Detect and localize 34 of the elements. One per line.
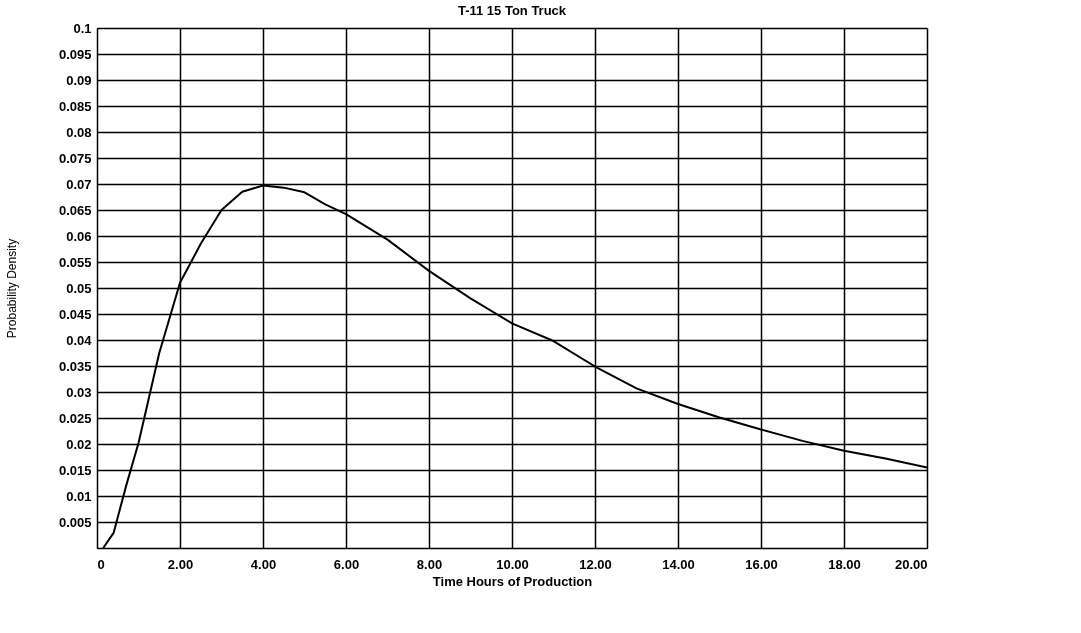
x-tick-label: 6.00 (333, 556, 360, 572)
y-tick-label: 0.005 (58, 514, 92, 530)
y-tick-label: 0.065 (58, 202, 92, 218)
y-tick-label: 0.055 (58, 254, 92, 270)
x-tick-label: 10.00 (496, 556, 529, 572)
y-tick-label: 0.035 (58, 358, 92, 374)
y-tick-label: 0.05 (66, 280, 92, 296)
y-tick-label: 0.095 (58, 46, 92, 62)
x-tick-label: 18.00 (828, 556, 861, 572)
x-tick-label: 12.00 (579, 556, 612, 572)
y-tick-label: 0.075 (58, 150, 92, 166)
y-tick-label: 0.09 (66, 72, 92, 88)
x-axis-title: Time Hours of Production (432, 573, 593, 589)
y-tick-label: 0.025 (58, 410, 92, 426)
x-tick-label: 16.00 (745, 556, 778, 572)
y-tick-label: 0.03 (66, 384, 92, 400)
x-tick-label: 0 (97, 556, 105, 572)
y-tick-label: 0.04 (66, 332, 93, 348)
x-tick-label: 20.00 (894, 556, 928, 572)
y-tick-label: 0.08 (66, 124, 92, 140)
x-tick-label: 14.00 (662, 556, 695, 572)
chart-title: T-11 15 Ton Truck (457, 3, 567, 18)
x-tick-label: 8.00 (416, 556, 443, 572)
y-axis-title: Probability Density (4, 238, 19, 339)
x-tick-label: 2.00 (167, 556, 194, 572)
y-tick-label: 0.06 (66, 228, 92, 244)
y-tick-label: 0.085 (58, 98, 92, 114)
y-tick-label: 0.1 (73, 20, 92, 36)
y-tick-label: 0.01 (66, 488, 92, 504)
x-tick-label: 4.00 (250, 556, 277, 572)
y-tick-label: 0.02 (66, 436, 92, 452)
y-tick-label: 0.015 (58, 462, 92, 478)
y-tick-label: 0.045 (58, 306, 92, 322)
y-tick-label: 0.07 (66, 176, 92, 192)
